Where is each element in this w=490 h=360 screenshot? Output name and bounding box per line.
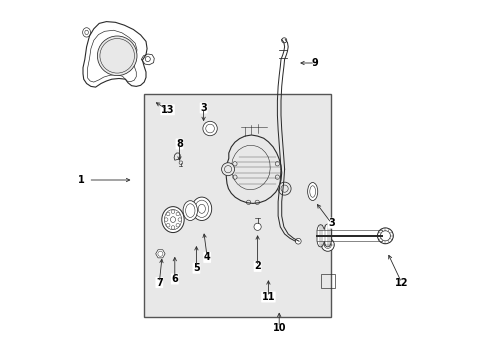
Circle shape — [321, 238, 334, 251]
Circle shape — [178, 218, 182, 221]
Polygon shape — [317, 224, 331, 247]
Ellipse shape — [308, 183, 318, 201]
Circle shape — [295, 238, 301, 244]
Text: 4: 4 — [204, 252, 211, 262]
Text: 5: 5 — [193, 263, 200, 273]
Circle shape — [164, 218, 168, 221]
Text: 12: 12 — [395, 278, 408, 288]
Text: 9: 9 — [312, 58, 318, 68]
Circle shape — [377, 228, 393, 244]
Circle shape — [203, 121, 217, 136]
Ellipse shape — [162, 207, 184, 233]
Circle shape — [221, 163, 235, 176]
Text: 13: 13 — [161, 105, 174, 115]
Circle shape — [98, 36, 137, 76]
Text: 3: 3 — [200, 103, 207, 113]
Circle shape — [167, 224, 170, 227]
Text: 8: 8 — [176, 139, 183, 149]
Polygon shape — [156, 250, 165, 258]
Circle shape — [254, 223, 261, 230]
Circle shape — [167, 212, 170, 216]
Circle shape — [171, 210, 175, 213]
Circle shape — [171, 226, 175, 229]
Bar — [144, 94, 331, 317]
Circle shape — [176, 224, 180, 227]
Text: 2: 2 — [254, 261, 261, 271]
Text: 3: 3 — [328, 218, 335, 228]
Text: 10: 10 — [272, 323, 286, 333]
Ellipse shape — [192, 197, 212, 220]
Bar — [320, 274, 335, 288]
Text: 6: 6 — [172, 274, 178, 284]
Circle shape — [278, 182, 291, 195]
Text: 1: 1 — [78, 175, 85, 185]
Text: 7: 7 — [156, 278, 163, 288]
Circle shape — [176, 212, 180, 216]
Ellipse shape — [183, 201, 197, 220]
Text: 11: 11 — [262, 292, 275, 302]
